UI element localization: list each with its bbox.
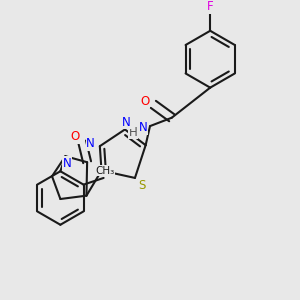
Text: N: N [122, 116, 131, 129]
Text: O: O [70, 130, 80, 143]
Text: N: N [86, 137, 95, 150]
Text: S: S [138, 179, 145, 192]
Text: N: N [63, 157, 71, 170]
Text: CH₃: CH₃ [96, 166, 115, 176]
Text: O: O [140, 94, 150, 107]
Text: N: N [139, 121, 148, 134]
Text: H: H [129, 126, 138, 139]
Text: F: F [207, 0, 214, 13]
